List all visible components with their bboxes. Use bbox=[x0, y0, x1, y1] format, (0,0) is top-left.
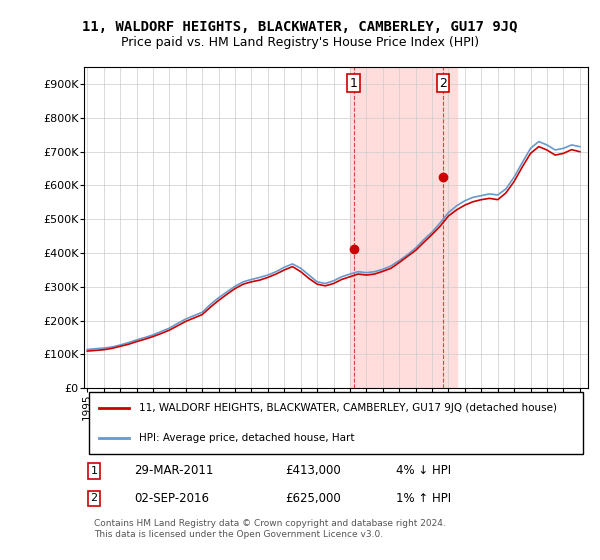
Text: 1: 1 bbox=[91, 466, 98, 476]
Text: 11, WALDORF HEIGHTS, BLACKWATER, CAMBERLEY, GU17 9JQ (detached house): 11, WALDORF HEIGHTS, BLACKWATER, CAMBERL… bbox=[139, 403, 557, 413]
Text: 11, WALDORF HEIGHTS, BLACKWATER, CAMBERLEY, GU17 9JQ: 11, WALDORF HEIGHTS, BLACKWATER, CAMBERL… bbox=[82, 20, 518, 34]
Bar bbox=[350, 67, 457, 388]
Text: Contains HM Land Registry data © Crown copyright and database right 2024.
This d: Contains HM Land Registry data © Crown c… bbox=[94, 520, 446, 539]
Text: £413,000: £413,000 bbox=[286, 464, 341, 477]
Text: 2: 2 bbox=[439, 77, 447, 90]
Text: 4% ↓ HPI: 4% ↓ HPI bbox=[397, 464, 452, 477]
Text: 2: 2 bbox=[91, 493, 98, 503]
Text: 1% ↑ HPI: 1% ↑ HPI bbox=[397, 492, 452, 505]
Text: Price paid vs. HM Land Registry's House Price Index (HPI): Price paid vs. HM Land Registry's House … bbox=[121, 36, 479, 49]
Text: HPI: Average price, detached house, Hart: HPI: Average price, detached house, Hart bbox=[139, 433, 355, 443]
Text: £625,000: £625,000 bbox=[286, 492, 341, 505]
FancyBboxPatch shape bbox=[89, 391, 583, 454]
Text: 29-MAR-2011: 29-MAR-2011 bbox=[134, 464, 214, 477]
Text: 02-SEP-2016: 02-SEP-2016 bbox=[134, 492, 209, 505]
Text: 1: 1 bbox=[350, 77, 358, 90]
